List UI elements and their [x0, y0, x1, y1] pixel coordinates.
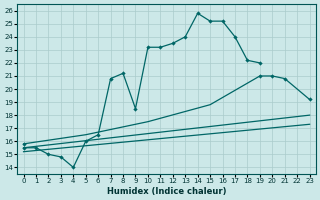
X-axis label: Humidex (Indice chaleur): Humidex (Indice chaleur) — [107, 187, 226, 196]
